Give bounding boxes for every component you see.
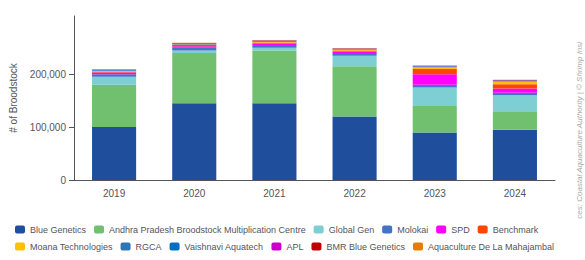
svg-text:Global Gen: Global Gen [329, 225, 375, 235]
svg-text:Andhra Pradesh Broodstock Mult: Andhra Pradesh Broodstock Multiplication… [109, 225, 306, 235]
svg-text:RGCA: RGCA [136, 242, 162, 252]
svg-text:ces: Coastal Aquaculture Autho: ces: Coastal Aquaculture Authority | © S… [575, 42, 584, 219]
svg-text:SPD: SPD [451, 225, 470, 235]
svg-text:BMR Blue Genetics: BMR Blue Genetics [326, 242, 405, 252]
svg-text:APL: APL [286, 242, 303, 252]
svg-text:2022: 2022 [343, 188, 366, 199]
svg-text:Aquaculture De La Mahajambal: Aquaculture De La Mahajambal [428, 242, 554, 252]
svg-text:0: 0 [60, 175, 66, 186]
svg-text:Vaishnavi Aquatech: Vaishnavi Aquatech [185, 242, 263, 252]
svg-text:Moana Technologies: Moana Technologies [30, 242, 113, 252]
svg-text:100,000: 100,000 [30, 122, 67, 133]
svg-text:Molokai: Molokai [397, 225, 428, 235]
svg-text:2020: 2020 [183, 188, 206, 199]
svg-text:2019: 2019 [103, 188, 126, 199]
svg-text:2021: 2021 [263, 188, 286, 199]
svg-text:Benchmark: Benchmark [493, 225, 539, 235]
svg-text:2023: 2023 [424, 188, 447, 199]
svg-text:200,000: 200,000 [30, 69, 67, 80]
svg-text:# of Broodstock: # of Broodstock [8, 62, 19, 132]
svg-text:Blue Genetics: Blue Genetics [30, 225, 87, 235]
svg-text:2024: 2024 [504, 188, 527, 199]
